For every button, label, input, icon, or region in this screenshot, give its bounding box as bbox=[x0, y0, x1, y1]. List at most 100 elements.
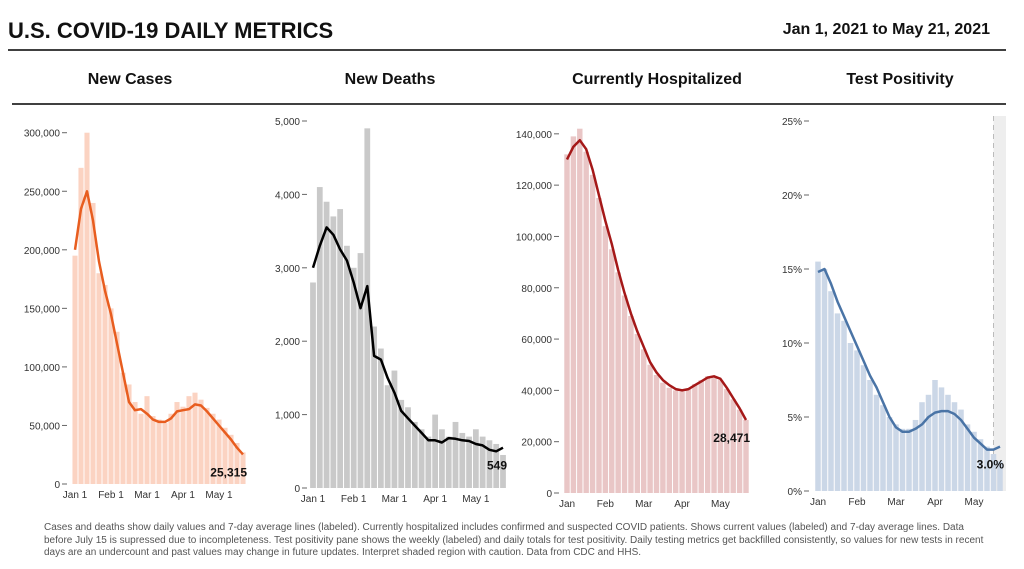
x-tick-label: May 1 bbox=[205, 490, 233, 501]
daily-bar bbox=[997, 461, 1003, 491]
y-tick-label: 60,000 bbox=[521, 335, 552, 346]
x-tick-label: Jan bbox=[559, 499, 575, 510]
daily-bar bbox=[168, 413, 174, 484]
daily-bar bbox=[350, 267, 357, 488]
daily-bar bbox=[144, 396, 150, 484]
x-tick-label: Apr bbox=[927, 497, 943, 508]
footnote: Cases and deaths show daily values and 7… bbox=[44, 522, 984, 558]
daily-bar bbox=[138, 413, 144, 484]
x-tick-label: Apr 1 bbox=[423, 494, 447, 505]
daily-bar bbox=[126, 384, 132, 484]
daily-bar bbox=[647, 364, 653, 493]
daily-bar bbox=[234, 443, 240, 484]
y-tick-label: 20,000 bbox=[521, 438, 552, 449]
y-tick-label: 40,000 bbox=[521, 386, 552, 397]
y-tick-label: 80,000 bbox=[521, 284, 552, 295]
y-tick-label: 15% bbox=[782, 265, 802, 276]
y-tick-label: 150,000 bbox=[24, 304, 61, 315]
daily-bar bbox=[411, 421, 418, 488]
panel-title: New Cases bbox=[88, 71, 173, 88]
x-tick-label: Mar bbox=[887, 497, 905, 508]
daily-bar bbox=[912, 419, 919, 491]
daily-bar bbox=[609, 249, 615, 493]
y-tick-label: 3,000 bbox=[275, 264, 300, 275]
y-tick-label: 0 bbox=[546, 489, 552, 500]
y-tick-label: 5,000 bbox=[275, 117, 300, 128]
daily-bar bbox=[873, 394, 880, 491]
y-tick-label: 120,000 bbox=[516, 181, 553, 192]
date-range: Jan 1, 2021 to May 21, 2021 bbox=[783, 21, 990, 38]
daily-bar bbox=[150, 416, 156, 484]
daily-bar bbox=[405, 407, 411, 488]
daily-bar bbox=[192, 392, 198, 484]
daily-bar bbox=[854, 350, 860, 491]
daily-bar bbox=[828, 291, 834, 491]
daily-bar bbox=[425, 436, 432, 488]
daily-bar bbox=[398, 399, 405, 488]
y-tick-label: 50,000 bbox=[29, 421, 60, 432]
daily-bar bbox=[364, 128, 371, 488]
daily-bar bbox=[384, 385, 391, 488]
daily-bar bbox=[821, 269, 828, 491]
daily-bar bbox=[459, 432, 466, 488]
daily-bar bbox=[743, 419, 749, 493]
daily-bar bbox=[958, 409, 964, 491]
daily-bar bbox=[685, 389, 692, 493]
average-line bbox=[817, 267, 1001, 451]
y-tick-label: 140,000 bbox=[516, 130, 553, 141]
daily-bar bbox=[634, 333, 641, 493]
end-value-label: 549 bbox=[487, 459, 507, 473]
average-line bbox=[73, 190, 244, 456]
daily-bar bbox=[344, 245, 350, 488]
daily-bar bbox=[841, 320, 847, 491]
daily-bar bbox=[984, 446, 990, 491]
daily-bar bbox=[162, 423, 168, 484]
daily-bar bbox=[323, 201, 330, 489]
end-value-label: 3.0% bbox=[977, 458, 1005, 472]
daily-bar bbox=[893, 424, 899, 491]
x-tick-label: Apr bbox=[674, 499, 690, 510]
y-tick-label: 20% bbox=[782, 191, 802, 202]
daily-bar bbox=[198, 399, 204, 484]
y-tick-label: 25% bbox=[782, 117, 802, 128]
daily-bar bbox=[589, 174, 596, 493]
x-tick-label: Mar bbox=[635, 499, 653, 510]
daily-bar bbox=[730, 399, 736, 493]
daily-bar bbox=[377, 348, 384, 488]
daily-bar bbox=[96, 273, 102, 484]
chart: U.S. COVID-19 DAILY METRICS Jan 1, 2021 … bbox=[8, 18, 1006, 510]
daily-bar bbox=[860, 365, 867, 491]
daily-bar bbox=[628, 315, 634, 493]
panel-title: Test Positivity bbox=[846, 71, 953, 88]
daily-bar bbox=[698, 380, 704, 493]
y-tick-label: 0 bbox=[294, 484, 300, 495]
daily-bar bbox=[834, 313, 841, 491]
daily-bar bbox=[186, 396, 192, 484]
daily-bar bbox=[971, 431, 977, 491]
daily-bar bbox=[120, 372, 126, 484]
daily-bar bbox=[418, 429, 425, 488]
daily-bar bbox=[564, 154, 570, 493]
end-value-label: 28,471 bbox=[713, 431, 750, 445]
y-tick-label: 4,000 bbox=[275, 190, 300, 201]
daily-bar bbox=[880, 405, 886, 491]
daily-bar bbox=[704, 376, 711, 493]
daily-bar bbox=[666, 387, 673, 493]
x-tick-label: Mar 1 bbox=[134, 490, 160, 501]
daily-bar bbox=[90, 202, 96, 484]
x-tick-label: Feb bbox=[848, 497, 866, 508]
daily-bar bbox=[919, 402, 925, 491]
y-tick-label: 200,000 bbox=[24, 246, 61, 257]
daily-bar bbox=[640, 349, 647, 493]
daily-bar bbox=[906, 428, 912, 491]
y-tick-label: 100,000 bbox=[516, 232, 553, 243]
daily-bar bbox=[615, 272, 621, 493]
y-tick-label: 2,000 bbox=[275, 337, 300, 348]
daily-bar bbox=[602, 226, 609, 493]
daily-bar bbox=[899, 428, 906, 491]
daily-bar bbox=[216, 419, 222, 484]
daily-bar bbox=[330, 216, 337, 489]
daily-bar bbox=[692, 383, 698, 493]
daily-bar bbox=[964, 424, 971, 491]
daily-bar bbox=[72, 255, 78, 484]
